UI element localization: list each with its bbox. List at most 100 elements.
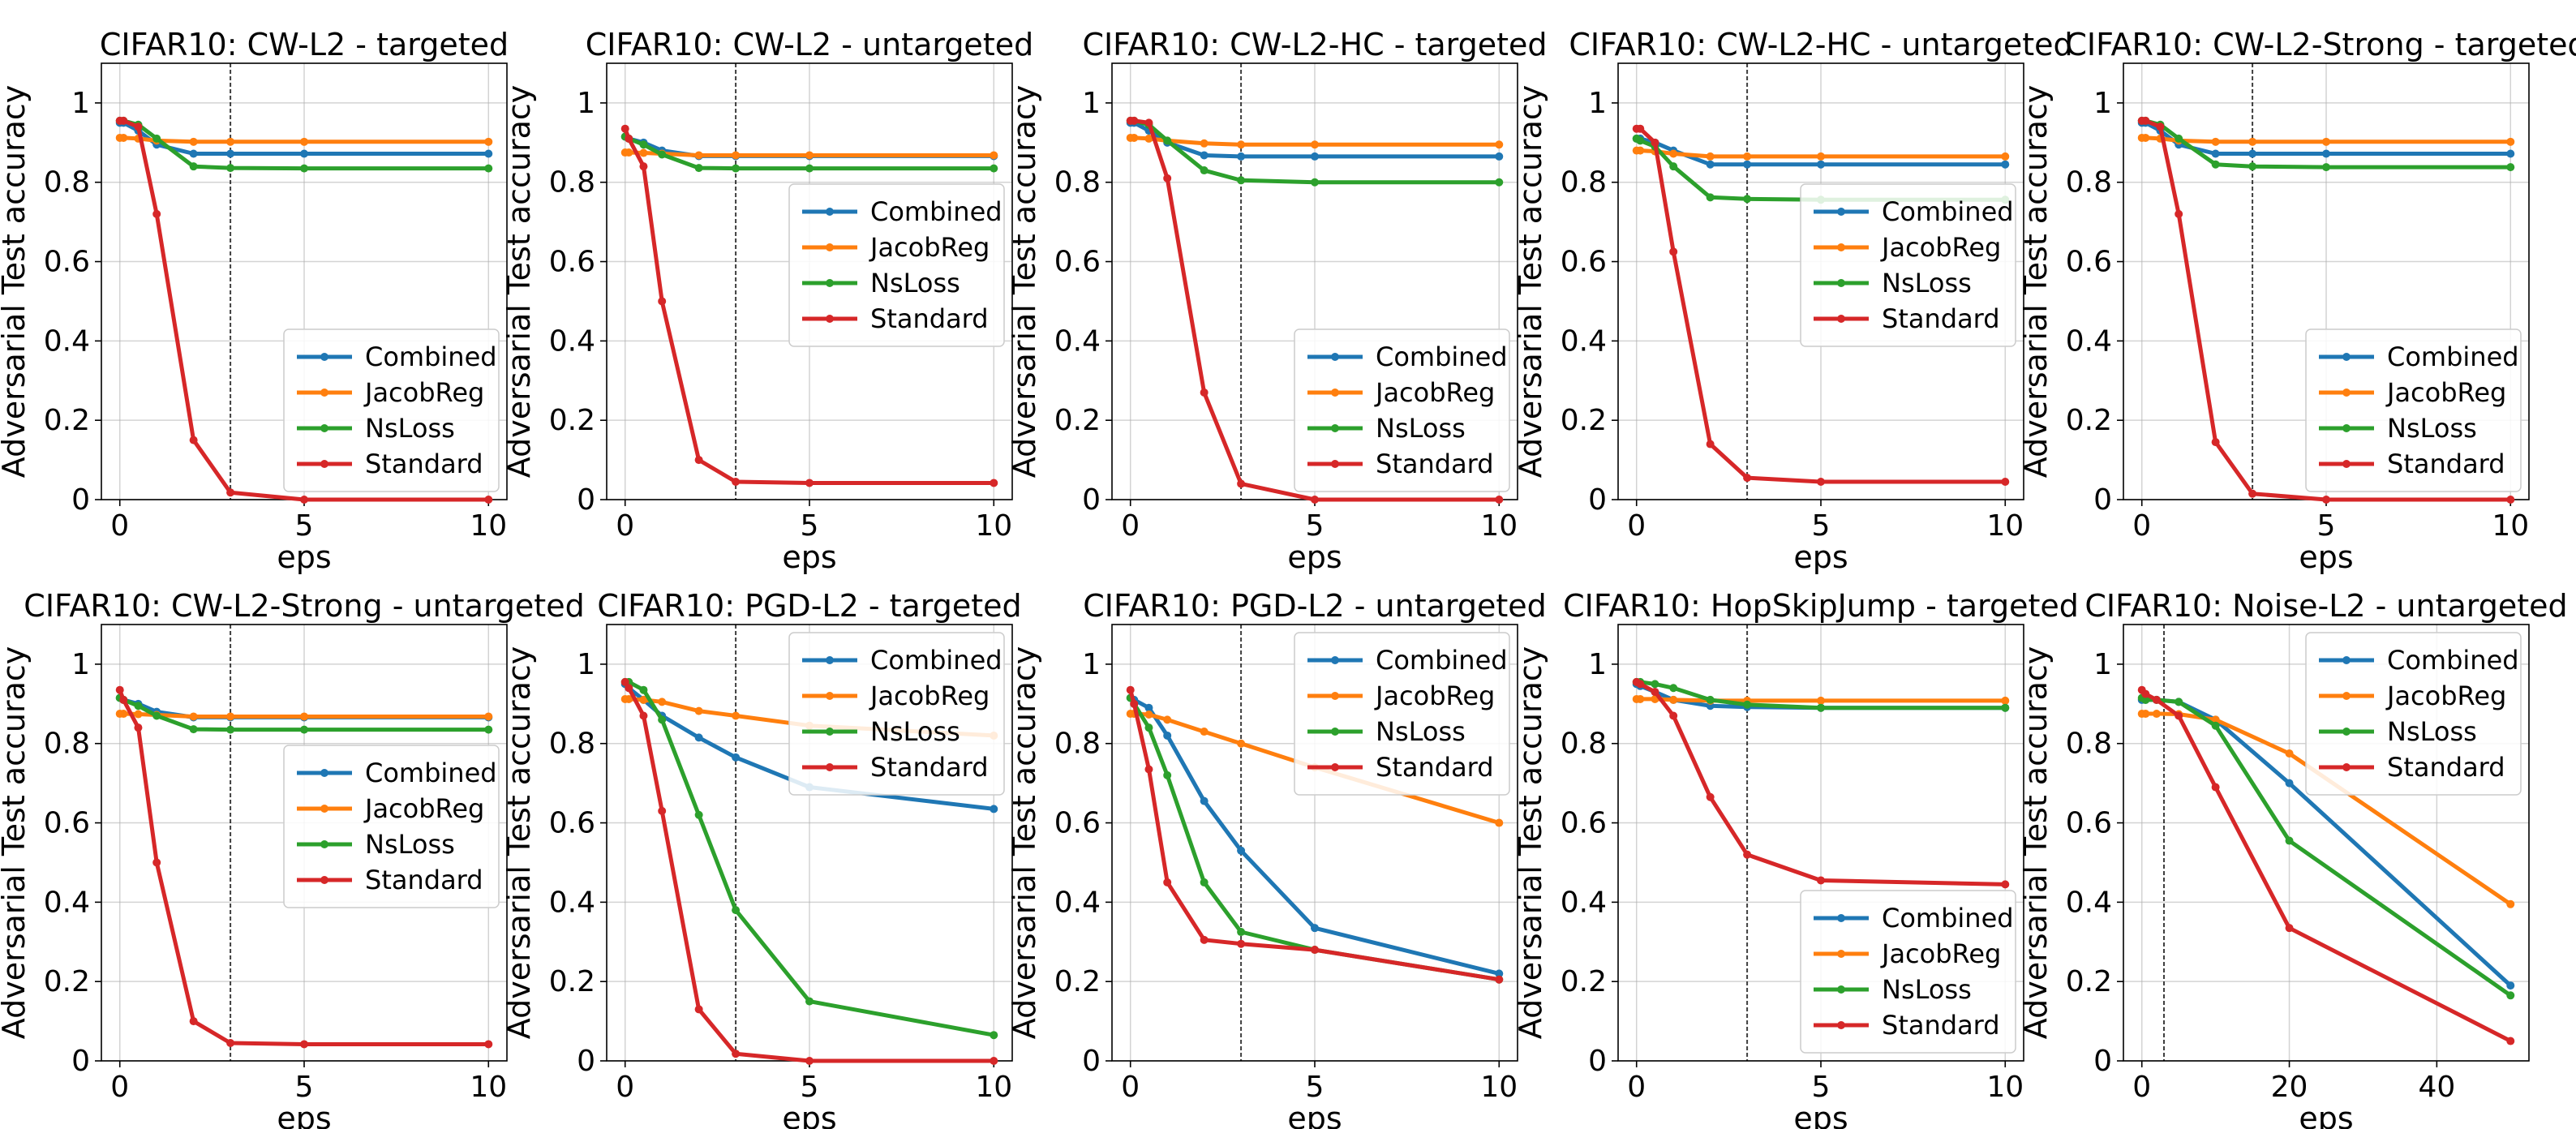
data-point (1144, 710, 1153, 719)
x-axis-label: eps (1287, 1101, 1342, 1129)
legend-label: Combined (2387, 645, 2519, 676)
data-point (1743, 152, 1752, 161)
legend-label: Combined (870, 196, 1002, 227)
legend-label: JacobReg (1374, 377, 1495, 408)
x-tick-label: 5 (1306, 1071, 1324, 1104)
chart-title: CIFAR10: CW-L2 - untargeted (586, 27, 1033, 62)
legend-label: Standard (2387, 752, 2505, 783)
legend-swatch-marker (320, 840, 328, 848)
legend-frame (788, 632, 1005, 796)
data-point (1817, 152, 1825, 161)
legend-label: NsLoss (870, 268, 960, 298)
data-point (2285, 779, 2294, 788)
chart-title: CIFAR10: Noise-L2 - untargeted (2084, 588, 2567, 624)
data-point (1130, 699, 1139, 708)
series-jacobreg (620, 148, 998, 160)
series-standard (1632, 677, 2010, 889)
legend: Combined JacobReg NsLoss Standard (788, 632, 1005, 796)
legend-swatch-marker (826, 656, 834, 664)
series-standard (1126, 116, 1504, 504)
data-point (1237, 479, 1246, 488)
legend-swatch-marker (1837, 315, 1845, 323)
data-point (1163, 136, 1172, 145)
chart-title: CIFAR10: CW-L2-HC - untargeted (1569, 27, 2072, 62)
data-point (1144, 723, 1153, 732)
series-standard (1632, 124, 2010, 486)
plot-area (115, 116, 493, 504)
data-point (300, 725, 308, 734)
legend-label: Standard (1376, 449, 1494, 479)
x-tick-label: 0 (2132, 509, 2151, 543)
y-tick-label: 1 (1082, 648, 1101, 681)
y-tick-label: 0 (577, 1045, 595, 1078)
data-point (2001, 160, 2010, 169)
data-point (226, 1038, 235, 1047)
x-axis-label: eps (2299, 539, 2353, 575)
series-jacobreg (115, 710, 493, 721)
legend-swatch-marker (1331, 424, 1339, 432)
legend-swatch-marker (826, 315, 834, 323)
data-point (2211, 715, 2220, 724)
legend-swatch-marker (1837, 243, 1845, 251)
legend-label: Combined (365, 758, 497, 788)
data-point (115, 685, 124, 694)
legend-frame (1294, 328, 1510, 492)
legend-swatch-marker (1331, 692, 1339, 700)
data-point (226, 164, 235, 173)
x-tick-label: 5 (801, 509, 819, 543)
data-point (1311, 152, 1319, 161)
legend-swatch-marker (2342, 692, 2351, 700)
series-jacobreg (1126, 133, 1504, 149)
series-line (118, 688, 491, 1046)
data-point (1669, 162, 1678, 171)
series-standard (1126, 685, 1504, 984)
data-point (2141, 689, 2150, 698)
plot-area (115, 685, 493, 1049)
data-point (2175, 711, 2183, 720)
data-point (300, 164, 308, 173)
data-point (2322, 496, 2330, 504)
data-point (1743, 850, 1752, 859)
data-point (1200, 166, 1209, 175)
data-point (119, 695, 128, 704)
y-tick-label: 0.6 (1561, 807, 1607, 840)
x-tick-label: 5 (295, 509, 314, 543)
data-point (658, 806, 667, 815)
series-standard (2137, 685, 2515, 1045)
y-tick-label: 0.2 (2066, 965, 2112, 998)
legend-swatch-marker (1837, 914, 1845, 922)
data-point (1163, 771, 1172, 779)
y-tick-label: 0.8 (2066, 166, 2112, 200)
data-point (1495, 975, 1504, 984)
y-tick-label: 0.6 (2066, 807, 2112, 840)
data-point (189, 1017, 198, 1026)
data-point (2141, 710, 2150, 719)
series-standard (620, 677, 998, 1065)
y-tick-label: 0 (577, 483, 595, 517)
legend-swatch-marker (1837, 208, 1845, 216)
data-point (805, 997, 814, 1006)
data-point (1706, 440, 1715, 449)
y-tick-label: 1 (2093, 87, 2112, 120)
data-point (990, 805, 998, 813)
data-point (2175, 134, 2183, 143)
data-point (134, 122, 143, 131)
legend-swatch-marker (1837, 279, 1845, 287)
legend-frame (788, 183, 1005, 347)
data-point (1311, 178, 1319, 187)
legend-label: NsLoss (1376, 413, 1466, 444)
data-point (226, 149, 235, 158)
x-tick-label: 0 (616, 509, 634, 543)
data-point (658, 297, 667, 306)
y-axis-label: Adversarial Test accuracy (0, 646, 32, 1039)
data-point (1706, 695, 1715, 704)
data-point (300, 712, 308, 721)
x-tick-label: 5 (1812, 509, 1831, 543)
x-axis-label: eps (277, 1101, 331, 1129)
data-point (1200, 935, 1209, 944)
data-point (2001, 880, 2010, 889)
data-point (2322, 149, 2330, 158)
legend: Combined JacobReg NsLoss Standard (2305, 328, 2522, 492)
data-point (805, 479, 814, 487)
